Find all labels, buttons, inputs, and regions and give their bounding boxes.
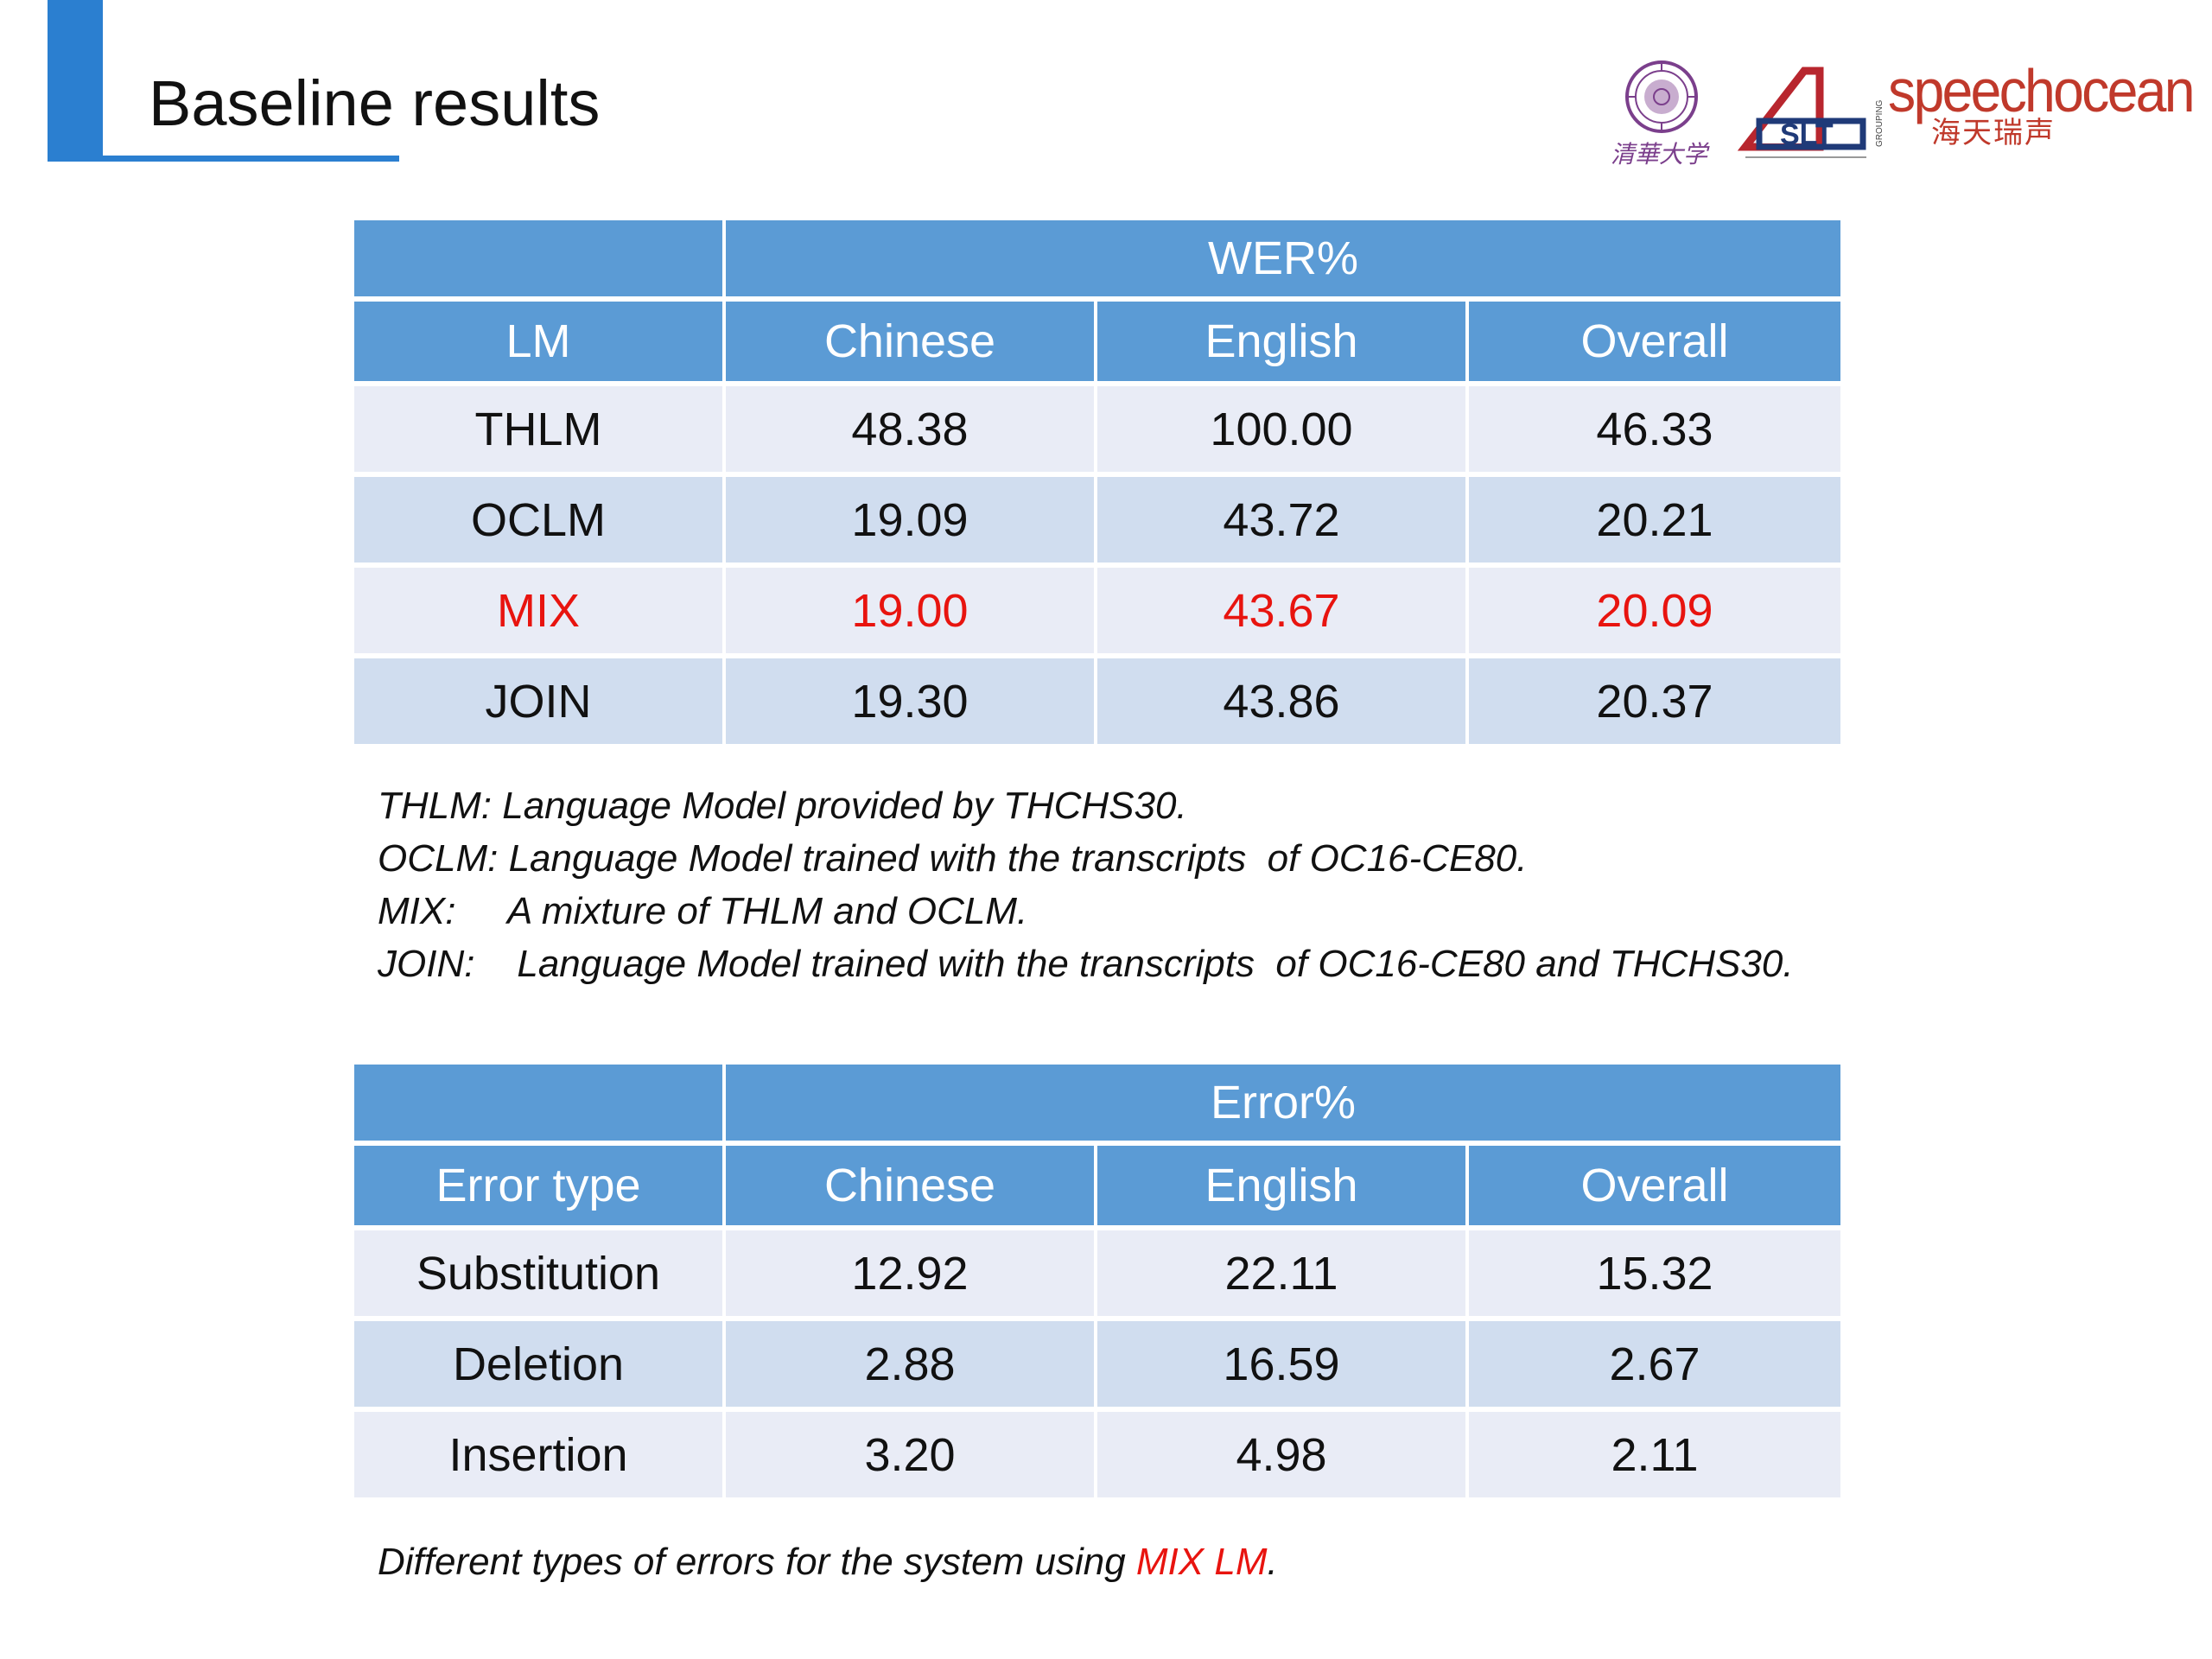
error-column-header-row: Error type Chinese English Overall [354, 1146, 1841, 1230]
table-cell: 19.00 [726, 568, 1097, 658]
slt-logo-text: SLT [1780, 118, 1834, 151]
table-row-highlighted: MIX 19.00 43.67 20.09 [354, 568, 1840, 658]
caption-suffix: . [1267, 1541, 1278, 1583]
speechocean-logo-text: speechocean [1888, 57, 2196, 124]
row-label: OCLM [354, 477, 726, 568]
error-group-header: Error% [726, 1065, 1841, 1146]
error-corner-cell [354, 1065, 726, 1146]
note-line: JOIN: Language Model trained with the tr… [378, 938, 1794, 990]
column-header: English [1097, 302, 1469, 386]
error-group-header-row: Error% [354, 1065, 1841, 1146]
column-header: Error type [354, 1146, 726, 1230]
row-label: Substitution [354, 1230, 726, 1321]
table-cell: 12.92 [726, 1230, 1097, 1321]
column-header: Chinese [726, 1146, 1097, 1230]
table-cell: 20.37 [1469, 658, 1840, 744]
note-line: OCLM: Language Model trained with the tr… [378, 832, 1794, 885]
note-text: Language Model trained with the transcri… [498, 837, 1528, 880]
table-cell: 48.38 [726, 386, 1097, 477]
note-key: MIX: [378, 890, 456, 932]
column-header: Overall [1469, 302, 1840, 386]
table-cell: 16.59 [1097, 1321, 1469, 1412]
table-cell: 19.09 [726, 477, 1097, 568]
caption-prefix: Different types of errors for the system… [378, 1541, 1136, 1583]
table-cell: 4.98 [1097, 1412, 1469, 1497]
lm-notes: THLM: Language Model provided by THCHS30… [378, 779, 1794, 990]
row-label: MIX [354, 568, 726, 658]
table-cell: 15.32 [1469, 1230, 1841, 1321]
logo-strip: 清華大学 SLT GROUPING speechocean 海天瑞声 [1607, 52, 2196, 181]
wer-group-header-row: WER% [354, 220, 1840, 302]
tsinghua-logo-text: 清華大学 [1611, 140, 1710, 168]
table-cell: 20.21 [1469, 477, 1840, 568]
slt-grouping-logo-icon: SLT GROUPING [1737, 60, 1892, 173]
title-underline [48, 156, 399, 162]
table-row: OCLM 19.09 43.72 20.21 [354, 477, 1840, 568]
speechocean-sub-text: 海天瑞声 [1931, 116, 2056, 150]
slt-side-text: GROUPING [1875, 99, 1885, 147]
table-row: JOIN 19.30 43.86 20.37 [354, 658, 1840, 744]
wer-group-header: WER% [726, 220, 1840, 302]
table-cell: 2.88 [726, 1321, 1097, 1412]
note-key: OCLM: [378, 837, 499, 880]
note-key: JOIN: [378, 943, 475, 985]
column-header: Chinese [726, 302, 1097, 386]
error-table-caption: Different types of errors for the system… [378, 1538, 1278, 1586]
table-cell: 100.00 [1097, 386, 1469, 477]
wer-corner-cell [354, 220, 726, 302]
table-row: THLM 48.38 100.00 46.33 [354, 386, 1840, 477]
note-text: Language Model provided by THCHS30. [492, 785, 1187, 827]
slide-title: Baseline results [149, 67, 601, 139]
table-cell: 43.67 [1097, 568, 1469, 658]
wer-column-header-row: LM Chinese English Overall [354, 302, 1840, 386]
wer-table: WER% LM Chinese English Overall THLM 48.… [354, 220, 1840, 744]
column-header: LM [354, 302, 726, 386]
note-line: MIX: A mixture of THLM and OCLM. [378, 885, 1794, 938]
table-cell: 46.33 [1469, 386, 1840, 477]
table-row: Deletion 2.88 16.59 2.67 [354, 1321, 1841, 1412]
speechocean-logo-icon: speechocean 海天瑞声 [1888, 52, 2199, 173]
table-row: Substitution 12.92 22.11 15.32 [354, 1230, 1841, 1321]
table-cell: 2.11 [1469, 1412, 1841, 1497]
title-accent-bar [48, 0, 103, 161]
table-cell: 22.11 [1097, 1230, 1469, 1321]
table-cell: 2.67 [1469, 1321, 1841, 1412]
table-row: Insertion 3.20 4.98 2.11 [354, 1412, 1841, 1497]
column-header: English [1097, 1146, 1469, 1230]
table-cell: 43.86 [1097, 658, 1469, 744]
row-label: Insertion [354, 1412, 726, 1497]
caption-highlight: MIX LM [1135, 1541, 1268, 1583]
error-table: Error% Error type Chinese English Overal… [354, 1065, 1841, 1497]
note-key: THLM: [378, 785, 492, 827]
row-label: JOIN [354, 658, 726, 744]
table-cell: 3.20 [726, 1412, 1097, 1497]
note-text: Language Model trained with the transcri… [474, 943, 1794, 985]
table-cell: 20.09 [1469, 568, 1840, 658]
column-header: Overall [1469, 1146, 1841, 1230]
row-label: Deletion [354, 1321, 726, 1412]
note-text: A mixture of THLM and OCLM. [455, 890, 1028, 932]
tsinghua-seal-icon: 清華大学 [1607, 52, 1719, 173]
note-line: THLM: Language Model provided by THCHS30… [378, 779, 1794, 832]
row-label: THLM [354, 386, 726, 477]
table-cell: 43.72 [1097, 477, 1469, 568]
table-cell: 19.30 [726, 658, 1097, 744]
